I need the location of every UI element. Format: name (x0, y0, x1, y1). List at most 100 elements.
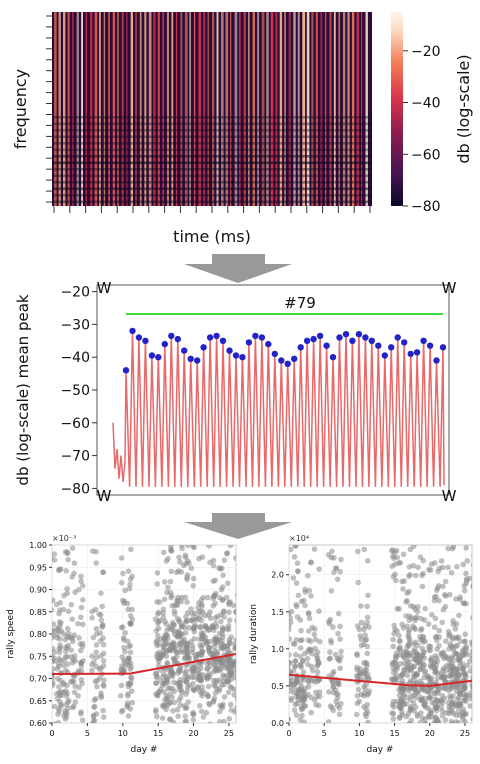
rally-duration-point (316, 608, 322, 614)
rally-duration-point (419, 645, 426, 652)
spectrogram-stripe (99, 12, 101, 206)
rally-duration-point (468, 639, 472, 646)
rally-speed-x-tick-label: 10 (118, 729, 128, 738)
rally-duration-point (328, 637, 334, 644)
rally-duration-point (453, 621, 460, 627)
rally-duration-point (297, 617, 304, 623)
rally-duration-point (394, 554, 401, 561)
rally-duration-point (390, 636, 396, 643)
rally-duration-point (432, 615, 439, 622)
rally-duration-point (361, 626, 367, 633)
peak-marker (401, 339, 408, 346)
rally-speed-point (218, 641, 224, 647)
rally-speed-point (188, 638, 194, 645)
rally-duration-point (403, 700, 410, 707)
rally-speed-point (152, 709, 159, 715)
colorbar-tick-label: −40 (411, 96, 441, 112)
rally-duration-point (307, 559, 314, 566)
spectrogram-stripe (351, 12, 355, 206)
rally-duration-point (300, 669, 307, 675)
rally-duration-point (354, 664, 360, 671)
rally-duration-point (289, 716, 292, 723)
rally-speed-point (177, 702, 184, 708)
rally-duration-point (362, 711, 369, 717)
peak-marker (122, 367, 130, 374)
rally-duration-point (470, 615, 472, 621)
rally-speed-point (57, 623, 63, 629)
rally-duration-point (462, 719, 468, 723)
rally-speed-point (200, 714, 207, 720)
rally-speed-point (56, 755, 62, 760)
rally-duration-point (418, 710, 424, 716)
rally-duration-point (418, 627, 424, 633)
rally-duration-point (335, 610, 342, 617)
rally-speed-x-tick-label: 25 (224, 729, 234, 738)
rally-speed-point (52, 664, 53, 668)
rally-duration-point (439, 708, 446, 714)
rally-speed-point (155, 689, 162, 696)
rally-speed-point (232, 709, 236, 715)
rally-duration-point (470, 683, 472, 689)
rally-speed-point (182, 702, 188, 709)
rally-duration-point (422, 695, 429, 702)
rally-duration-point (358, 619, 365, 626)
rally-duration-point (389, 563, 395, 569)
rally-speed-point (89, 667, 95, 674)
rally-duration-point (447, 693, 453, 699)
rally-duration-ylabel: rally duration (249, 604, 259, 664)
rally-duration-point (312, 626, 318, 632)
rally-speed-point (155, 633, 161, 639)
rally-duration-y-tick-label: 0.5 (271, 682, 284, 691)
rally-speed-point (79, 717, 86, 723)
rally-duration-point (454, 684, 461, 691)
rally-speed-point (126, 643, 132, 650)
spectrogram-stripe (324, 12, 327, 206)
peak-marker (245, 339, 253, 346)
rally-duration-x-tick-label: 15 (390, 729, 400, 738)
rally-speed-point (61, 657, 67, 664)
spectrogram-stripe (112, 12, 116, 206)
rally-speed-point (227, 640, 234, 646)
rally-speed-point (69, 616, 75, 622)
rally-duration-point (309, 650, 315, 657)
rally-duration-point (459, 713, 466, 720)
rally-speed-x-tick-label: 15 (153, 729, 163, 738)
rally-duration-point (420, 557, 427, 564)
rally-speed-point (160, 614, 167, 621)
rally-speed-point (78, 663, 85, 669)
peak-marker (439, 344, 447, 351)
rally-speed-point (65, 556, 71, 563)
rally-speed-point (90, 634, 97, 641)
rally-duration-point (446, 633, 452, 639)
rally-speed-point (173, 569, 180, 576)
rally-speed-point (78, 711, 84, 717)
rally-duration-point (417, 666, 424, 673)
rally-speed-point (61, 712, 67, 719)
rally-duration-point (330, 707, 337, 714)
spectrogram-stripe (180, 12, 183, 206)
peak-marker (200, 344, 207, 351)
rally-speed-point (68, 635, 75, 641)
spectrogram-dark-band (52, 187, 372, 191)
spectrogram-stripe (257, 12, 260, 206)
rally-speed-point (225, 580, 231, 586)
rally-duration-point (314, 662, 321, 668)
peak-marker (148, 352, 156, 359)
rally-speed-point (167, 646, 174, 653)
rally-speed-point (220, 584, 226, 590)
rally-duration-point (452, 626, 459, 632)
rally-speed-point (231, 686, 236, 693)
rally-duration-point (433, 594, 439, 600)
rally-speed-point (167, 691, 173, 697)
spectrogram-stripes (54, 12, 368, 206)
spectrogram-dark-band (52, 142, 372, 145)
spectrogram-ylabel: frequency (11, 69, 30, 149)
rally-speed-y-tick-label: 0.90 (29, 586, 47, 595)
rally-duration-point (289, 652, 292, 658)
rally-duration-point (300, 696, 307, 702)
rally-duration-point (393, 547, 400, 554)
rally-speed-point (181, 677, 188, 684)
spectrogram-stripe (184, 12, 188, 206)
rally-speed-point (182, 552, 189, 559)
rally-duration-point (426, 741, 432, 747)
